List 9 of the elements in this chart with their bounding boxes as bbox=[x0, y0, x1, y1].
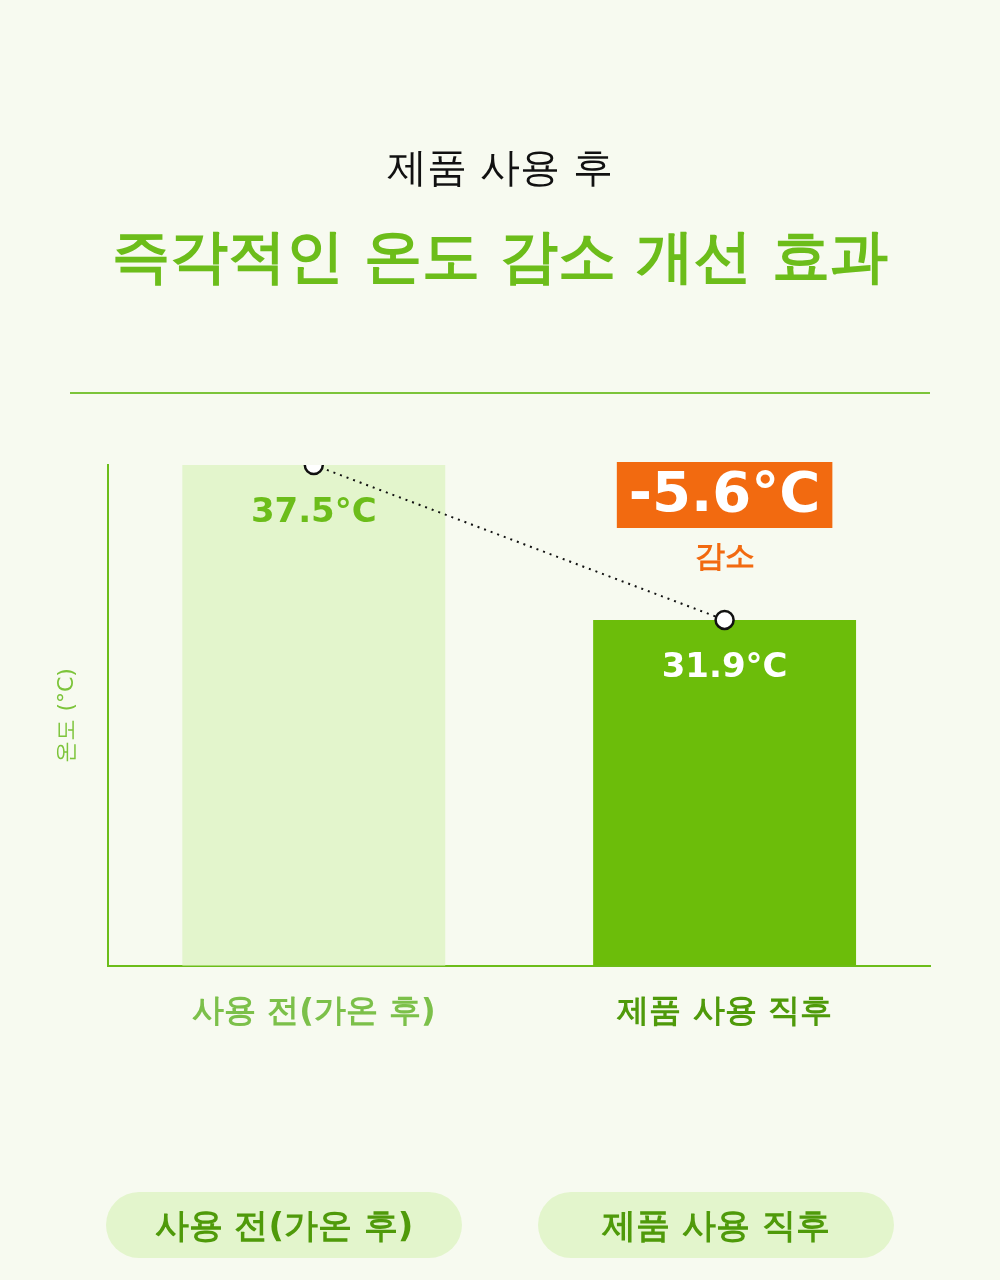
annotation: -5.6°C bbox=[628, 459, 821, 525]
data-label: 31.9°C bbox=[661, 644, 788, 685]
text: 제품 사용 직후 bbox=[538, 1192, 894, 1258]
chart-subtitle: 제품 사용 후 bbox=[386, 143, 614, 192]
annotation: 감소 bbox=[694, 537, 755, 573]
y-axis-title: 온도 (°C) bbox=[52, 668, 78, 763]
data-label: 37.5°C bbox=[250, 489, 377, 530]
chart-title: 즉각적인 온도 감소 개선 효과 bbox=[110, 221, 890, 292]
text: 사용 전(가온 후) bbox=[106, 1192, 462, 1258]
